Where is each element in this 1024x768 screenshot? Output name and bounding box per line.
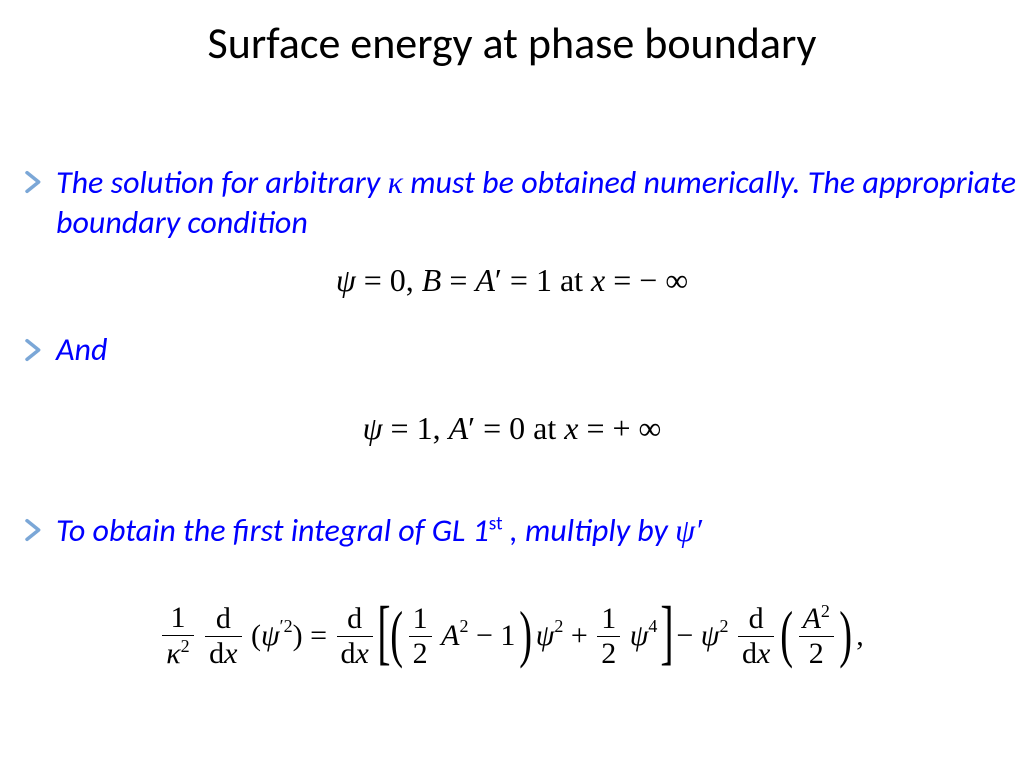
psi-prime-symbol: ψ′: [675, 512, 702, 548]
eq3-d1: d: [205, 602, 241, 637]
eq3-x3: x: [757, 637, 770, 670]
bullet-2-text: And: [56, 330, 107, 370]
eq1-prime: ′: [495, 262, 502, 298]
eq3-half1n: 1: [409, 602, 432, 637]
eq3-dx2: dx: [337, 637, 373, 671]
eq3-d3b: d: [742, 637, 757, 670]
eq3-x2: x: [356, 637, 369, 670]
eq1-t2: =: [441, 262, 475, 298]
bullet-1: The solution for arbitrary κ must be obt…: [20, 162, 1016, 243]
slide-title: Surface energy at phase boundary: [0, 16, 1024, 70]
eq3-Asqn: A2: [799, 601, 834, 637]
bullet-1-text: The solution for arbitrary κ must be obt…: [56, 162, 1016, 243]
eq1-t4: = − ∞: [605, 262, 688, 298]
eq3-kappa: κ: [166, 637, 180, 670]
eq3-lpbig1: (: [390, 602, 403, 666]
eq2-psi: ψ: [363, 410, 383, 446]
eq3-ddx3: d dx: [738, 602, 774, 671]
eq3-half2: 1 2: [597, 602, 620, 671]
eq1-B: B: [422, 262, 442, 298]
eq3-lbracket: [: [378, 596, 391, 668]
eq3-psi2sq: 2: [554, 616, 563, 636]
eq3-frac1-den: κ2: [162, 636, 193, 671]
eq3-comma: ,: [856, 619, 864, 652]
eq3-frac1: 1 κ2: [162, 601, 193, 671]
eq3-psi5sq: 2: [719, 616, 728, 636]
eq1-psi: ψ: [336, 262, 356, 298]
eq3-ddx2: d dx: [337, 602, 373, 671]
eq3-rbracket: ]: [660, 596, 673, 668]
kappa-symbol: κ: [388, 164, 403, 200]
eq3-psi2: ψ: [536, 619, 555, 652]
bullet-2: And: [20, 330, 107, 370]
chevron-right-icon: [20, 336, 48, 364]
eq3-psi4: 4: [648, 616, 657, 636]
eq3-rp1: ): [293, 619, 303, 652]
eq3-x1: x: [224, 637, 237, 670]
eq3-lpbig2: (: [780, 602, 793, 666]
bullet-1-pre: The solution for arbitrary: [56, 163, 388, 202]
eq3-d3: d: [738, 602, 774, 637]
eq3-A2sup: 2: [821, 601, 830, 621]
eq3-d2: d: [337, 602, 373, 637]
eq3-dx1: dx: [205, 637, 241, 671]
chevron-right-icon: [20, 168, 48, 196]
bullet-3-pre: To obtain the first integral of GL 1: [56, 511, 489, 550]
chevron-right-icon: [20, 516, 48, 544]
eq3-rpbig1: ): [519, 602, 532, 666]
eq3-half2d: 2: [597, 637, 620, 671]
eq3-A1: A: [441, 619, 459, 652]
bullet-3: To obtain the first integral of GL 1st ,…: [20, 510, 702, 551]
eq3-ddx1: d dx: [205, 602, 241, 671]
eq3-eq: =: [310, 619, 334, 652]
eq3-lp1: (: [251, 619, 261, 652]
eq3-Asq: A2 2: [799, 601, 834, 671]
eq1-t1: = 0,: [356, 262, 422, 298]
bullet-3-text: To obtain the first integral of GL 1st ,…: [56, 510, 702, 551]
eq2-A: A: [449, 410, 469, 446]
eq3-half1: 1 2: [409, 602, 432, 671]
eq3-rpbig2: ): [840, 602, 853, 666]
equation-3: 1 κ2 d dx (ψ′2) = d dx [ ( 1 2 A2 − 1 ) …: [0, 600, 1024, 672]
eq3-d2b: d: [341, 637, 356, 670]
eq3-Asqd: 2: [799, 637, 834, 671]
slide: Surface energy at phase boundary The sol…: [0, 0, 1024, 768]
eq2-x: x: [564, 410, 578, 446]
bullet-2-pre: And: [56, 330, 107, 369]
eq3-psi1: ψ: [261, 619, 280, 652]
eq3-frac1-num: 1: [162, 601, 193, 636]
eq3-half2n: 1: [597, 602, 620, 637]
eq3-d1b: d: [209, 637, 224, 670]
eq3-psi3: ψ: [630, 619, 649, 652]
eq3-dx3: dx: [738, 637, 774, 671]
eq3-half1d: 2: [409, 637, 432, 671]
eq3-kappa-sup: 2: [181, 636, 190, 656]
eq3-minus: −: [676, 619, 700, 652]
eq3-prime2: ′2: [280, 616, 293, 636]
eq1-t3: = 1: [502, 262, 560, 298]
equation-1: ψ = 0, B = A′ = 1 at x = − ∞: [0, 262, 1024, 299]
eq3-psi5: ψ: [701, 619, 720, 652]
eq2-at: at: [533, 410, 564, 446]
equation-2: ψ = 1, A′ = 0 at x = + ∞: [0, 410, 1024, 447]
bullet-3-post: , multiply by: [503, 511, 676, 550]
bullet-3-sup: st: [489, 512, 503, 535]
eq3-A2: A: [803, 602, 821, 635]
eq1-at: at: [560, 262, 591, 298]
eq3-m1: − 1: [468, 619, 515, 652]
eq2-t2: = 0: [475, 410, 533, 446]
eq2-t1: = 1,: [383, 410, 449, 446]
eq3-plus: +: [571, 619, 595, 652]
eq1-x: x: [591, 262, 605, 298]
eq1-A: A: [475, 262, 495, 298]
eq2-t3: = + ∞: [578, 410, 661, 446]
